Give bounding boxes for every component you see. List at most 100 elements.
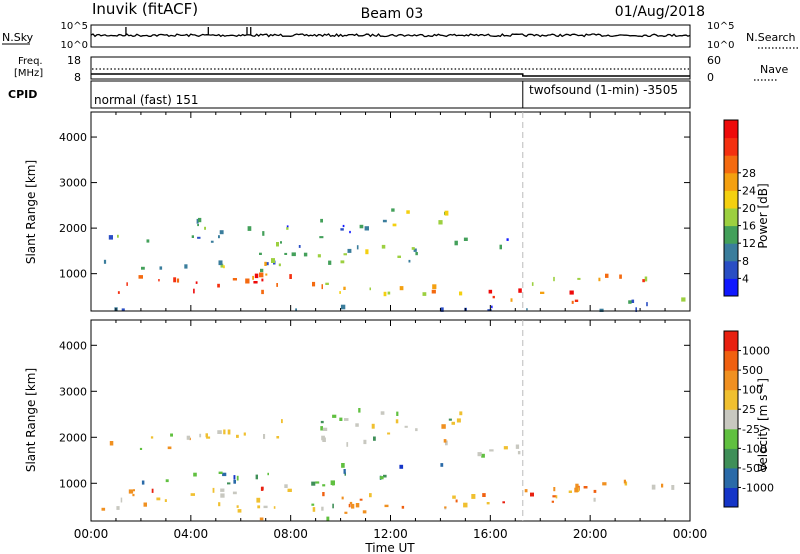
data-cell	[198, 217, 202, 223]
data-cell	[223, 265, 225, 269]
data-cell	[503, 446, 508, 450]
data-cell	[454, 240, 458, 246]
data-cell	[236, 475, 239, 481]
data-cell	[311, 503, 315, 506]
power-colorbar-tick-label: 4	[742, 272, 749, 285]
nsearch-tick-top: 10^5	[707, 21, 734, 32]
data-cell	[278, 263, 281, 267]
data-cell	[383, 474, 387, 478]
colorbar-swatch	[724, 208, 738, 227]
data-cell	[371, 423, 375, 429]
power-colorbar-tick-label: 16	[742, 220, 756, 233]
velocity-x-ticks: 00:00 04:00 08:00 12:00 16:00 20:00 00:00	[74, 112, 707, 541]
freq-trace	[91, 73, 690, 77]
data-cell	[396, 411, 399, 416]
data-cell	[422, 292, 427, 296]
data-cell	[170, 433, 173, 437]
data-cell	[379, 476, 384, 480]
data-cell	[233, 480, 236, 484]
colorbar-swatch	[724, 331, 738, 352]
data-cell	[298, 245, 301, 248]
x-tick-label: 04:00	[174, 527, 209, 541]
data-cell	[261, 289, 264, 295]
y-tick-label: 1000	[59, 477, 87, 490]
data-cell	[506, 238, 509, 241]
data-cell	[391, 208, 395, 212]
data-cell	[444, 506, 447, 509]
data-cell	[315, 481, 320, 484]
velocity-colorbar-tick-label: 1000	[742, 345, 770, 358]
data-cell	[406, 210, 410, 214]
data-cell	[276, 283, 278, 287]
nsky-trace	[90, 33, 691, 38]
data-cell	[195, 281, 198, 284]
data-cell	[441, 424, 446, 429]
data-cell	[322, 492, 325, 497]
data-cell	[326, 516, 330, 521]
y-tick-label: 3000	[59, 177, 87, 190]
data-cell	[321, 284, 323, 290]
power-y-axis-label: Slant Range [km]	[24, 160, 38, 264]
data-cell	[128, 489, 134, 494]
nave-tick-top: 60	[707, 54, 721, 67]
data-cell	[583, 486, 588, 489]
y-tick-label: 4000	[59, 131, 87, 144]
data-cell	[502, 501, 505, 504]
velocity-y-axis-label: Slant Range [km]	[24, 368, 38, 472]
data-cell	[143, 502, 147, 507]
data-cell	[227, 429, 231, 435]
y-tick-label: 3000	[59, 385, 87, 398]
data-cell	[438, 220, 443, 225]
data-cell	[593, 489, 597, 493]
freq-unit-label: [MHz]	[14, 68, 43, 79]
data-cell	[286, 227, 289, 230]
beam-title: Beam 03	[361, 6, 424, 22]
nsearch-label: N.Search	[746, 31, 796, 44]
data-cell	[256, 497, 261, 503]
data-cell	[399, 464, 404, 469]
colorbar-swatch	[724, 172, 738, 191]
velocity-colorbar-tick-label: -25	[742, 423, 760, 436]
data-cell	[347, 248, 352, 253]
data-cell	[259, 517, 264, 521]
data-cell	[577, 277, 581, 280]
colorbar-swatch	[724, 370, 738, 391]
velocity-colorbar-tick-label: -1000	[742, 481, 774, 494]
data-cell	[623, 479, 626, 484]
y-tick-label: 1000	[59, 268, 87, 281]
data-cell	[156, 497, 161, 501]
data-cell	[243, 432, 246, 436]
data-cell	[382, 219, 387, 223]
power-colorbar-tick-label: 8	[742, 255, 749, 268]
data-cell	[328, 260, 332, 265]
data-cell	[671, 485, 675, 490]
data-cell	[339, 291, 341, 294]
freq-tick-bottom: 8	[74, 71, 81, 84]
data-cell	[261, 278, 264, 282]
data-cell	[220, 488, 225, 492]
data-cell	[349, 501, 353, 505]
colorbar-swatch	[724, 350, 738, 371]
data-cell	[628, 300, 632, 304]
data-cell	[411, 247, 415, 250]
data-cell	[358, 408, 361, 413]
data-cell	[317, 254, 321, 258]
data-cell	[218, 502, 221, 507]
data-cell	[165, 479, 169, 483]
data-cell	[444, 210, 449, 216]
y-tick-label: 2000	[59, 431, 87, 444]
data-cell	[265, 262, 269, 266]
data-cell	[193, 288, 195, 294]
data-cell	[184, 264, 188, 269]
data-cell	[359, 224, 364, 229]
data-cell	[260, 486, 264, 491]
data-cell	[404, 425, 408, 428]
data-cell	[356, 245, 359, 250]
data-cell	[141, 480, 145, 485]
data-cell	[415, 252, 418, 256]
data-cell	[291, 252, 296, 257]
data-cell	[312, 507, 316, 512]
data-cell	[205, 433, 208, 438]
data-cell	[413, 248, 417, 252]
data-cell	[189, 437, 191, 441]
